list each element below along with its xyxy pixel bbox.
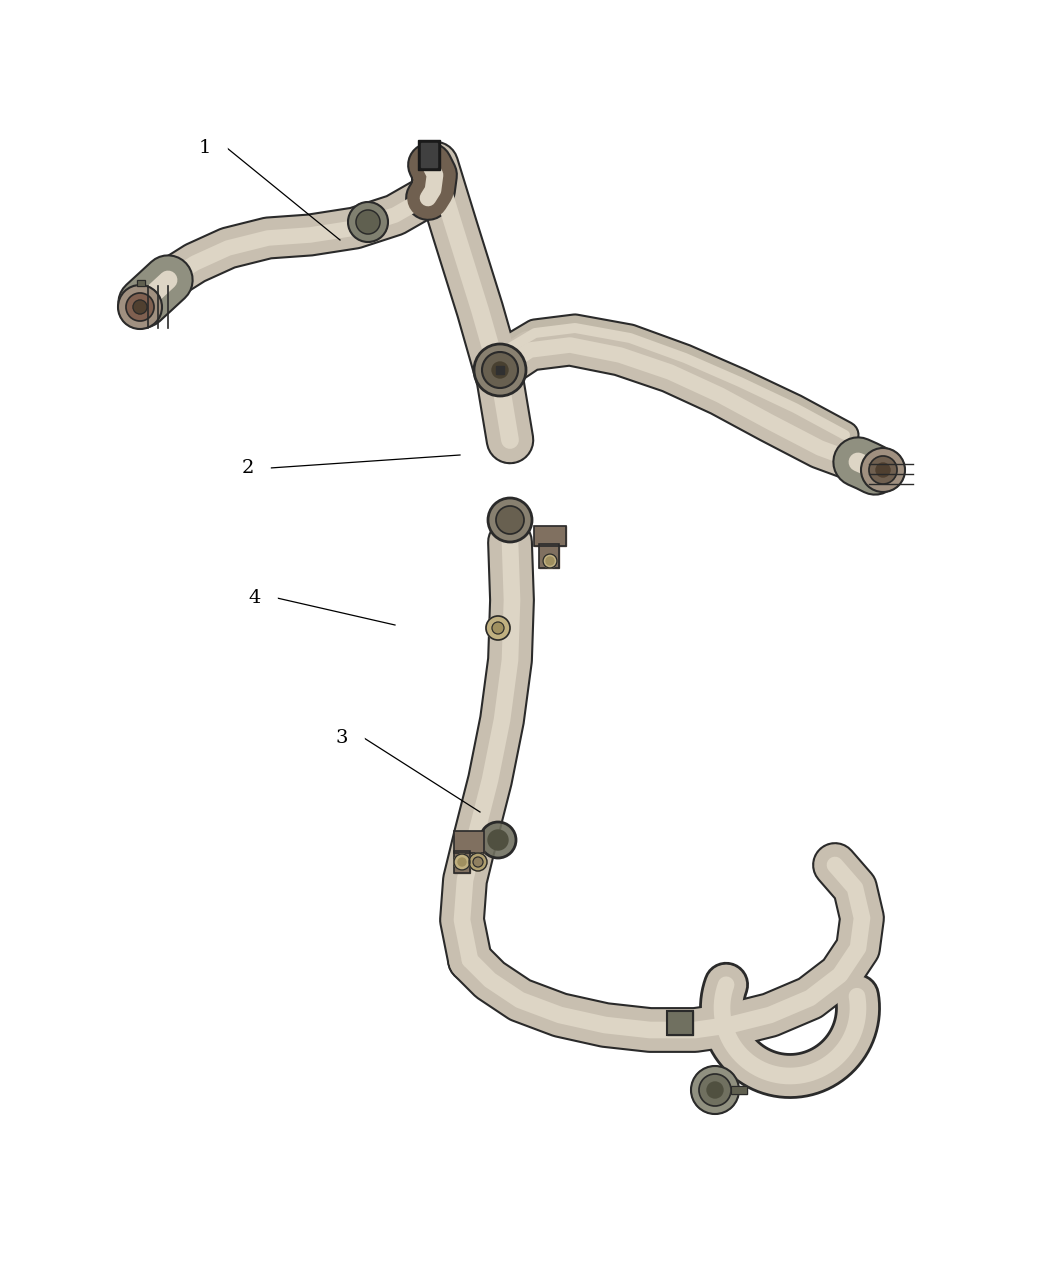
Circle shape (356, 210, 380, 235)
Circle shape (546, 557, 554, 565)
Circle shape (486, 616, 510, 640)
Circle shape (492, 622, 504, 634)
Circle shape (458, 858, 466, 866)
FancyBboxPatch shape (421, 143, 437, 167)
Circle shape (226, 446, 270, 490)
Circle shape (454, 854, 470, 870)
Circle shape (482, 352, 518, 388)
FancyBboxPatch shape (539, 544, 559, 567)
Circle shape (488, 499, 532, 542)
FancyBboxPatch shape (418, 140, 440, 170)
Circle shape (492, 362, 508, 377)
Circle shape (707, 1082, 723, 1098)
Circle shape (126, 293, 154, 321)
Circle shape (869, 456, 897, 484)
Circle shape (320, 717, 364, 760)
Circle shape (488, 830, 508, 850)
Bar (136, 280, 145, 286)
Circle shape (861, 448, 905, 492)
FancyBboxPatch shape (454, 831, 484, 853)
Circle shape (480, 822, 516, 858)
Circle shape (876, 463, 890, 477)
Circle shape (118, 286, 162, 329)
Text: 2: 2 (242, 459, 254, 477)
FancyBboxPatch shape (667, 1011, 693, 1035)
Circle shape (543, 555, 556, 567)
Bar (496, 366, 504, 374)
Bar (731, 1086, 747, 1094)
Circle shape (691, 1066, 739, 1114)
Text: 3: 3 (336, 729, 349, 747)
Circle shape (348, 201, 388, 242)
FancyBboxPatch shape (534, 527, 566, 546)
FancyBboxPatch shape (454, 850, 470, 873)
Circle shape (474, 344, 526, 397)
Circle shape (472, 857, 483, 867)
Circle shape (496, 506, 524, 534)
Bar (731, 1086, 747, 1094)
Bar (136, 280, 145, 286)
Circle shape (699, 1074, 731, 1105)
Circle shape (469, 853, 487, 871)
Text: 1: 1 (198, 139, 211, 157)
Circle shape (183, 126, 227, 170)
Text: 4: 4 (249, 589, 261, 607)
Circle shape (133, 300, 147, 314)
Circle shape (233, 576, 277, 620)
